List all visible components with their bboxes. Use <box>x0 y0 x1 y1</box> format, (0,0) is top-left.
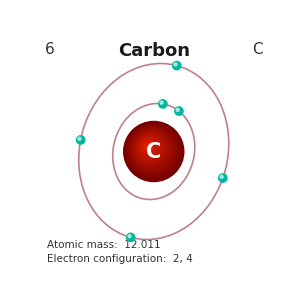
Circle shape <box>139 137 161 159</box>
Circle shape <box>126 124 180 178</box>
Text: Atomic mass:  12.011: Atomic mass: 12.011 <box>47 240 161 250</box>
Circle shape <box>133 130 171 168</box>
Circle shape <box>128 235 131 238</box>
Circle shape <box>128 126 177 174</box>
Circle shape <box>134 132 168 166</box>
Circle shape <box>147 145 149 147</box>
Circle shape <box>133 131 169 167</box>
Circle shape <box>136 134 165 162</box>
Circle shape <box>220 175 223 178</box>
Circle shape <box>141 139 158 155</box>
Circle shape <box>135 133 167 165</box>
Circle shape <box>219 174 227 182</box>
Circle shape <box>159 100 167 108</box>
Circle shape <box>176 108 179 111</box>
Circle shape <box>144 142 154 152</box>
Circle shape <box>132 130 172 169</box>
Circle shape <box>146 144 150 148</box>
Circle shape <box>137 135 164 161</box>
Circle shape <box>172 61 181 70</box>
Circle shape <box>127 233 135 242</box>
Circle shape <box>138 136 162 160</box>
Circle shape <box>129 127 176 173</box>
Circle shape <box>124 122 184 182</box>
Circle shape <box>145 142 152 150</box>
Circle shape <box>136 134 166 164</box>
Text: C: C <box>146 142 161 161</box>
Circle shape <box>124 122 183 180</box>
Text: C: C <box>252 42 262 57</box>
Text: Carbon: Carbon <box>118 42 190 60</box>
Circle shape <box>143 141 155 153</box>
Circle shape <box>140 137 160 158</box>
Circle shape <box>145 143 151 149</box>
Text: Electron configuration:  2, 4: Electron configuration: 2, 4 <box>47 254 193 264</box>
Circle shape <box>160 101 163 104</box>
Circle shape <box>128 125 178 176</box>
Circle shape <box>127 125 179 177</box>
Circle shape <box>78 137 81 140</box>
Circle shape <box>174 63 177 66</box>
Circle shape <box>142 140 156 154</box>
Circle shape <box>130 128 174 172</box>
Circle shape <box>140 138 159 156</box>
Text: 6: 6 <box>45 42 55 57</box>
Circle shape <box>125 123 182 179</box>
Circle shape <box>175 107 183 115</box>
Circle shape <box>76 136 85 144</box>
Circle shape <box>131 129 173 171</box>
